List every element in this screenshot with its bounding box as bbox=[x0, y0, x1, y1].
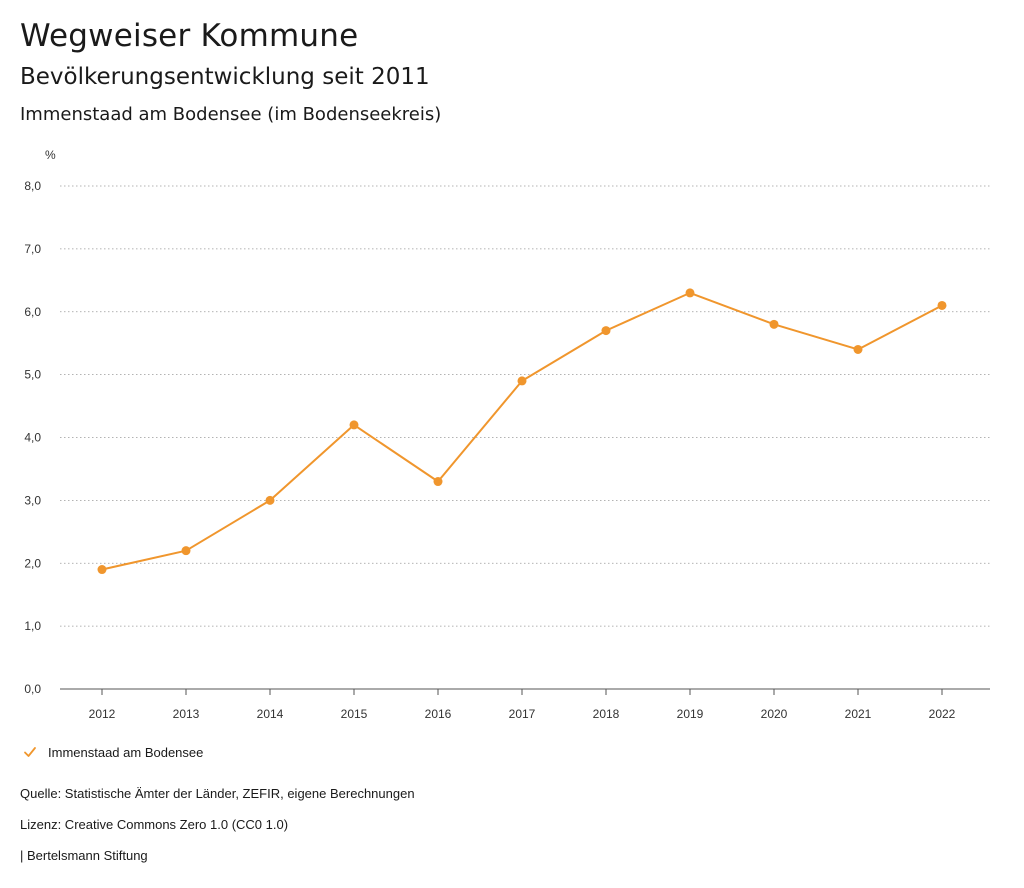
data-point bbox=[769, 319, 779, 329]
y-tick-label: 4,0 bbox=[24, 431, 41, 445]
data-point bbox=[181, 546, 191, 556]
chart-subtitle: Bevölkerungsentwicklung seit 2011 bbox=[20, 64, 430, 90]
y-axis-unit-label: % bbox=[45, 148, 56, 162]
y-tick-label: 5,0 bbox=[24, 368, 41, 382]
y-tick-label: 0,0 bbox=[24, 682, 41, 696]
y-tick-label: 6,0 bbox=[24, 305, 41, 319]
line-chart: % 0,0 1,0 2,0 3,0 4,0 5,0 6,0 7,0 8,0 2012 2013 20… bbox=[24, 148, 990, 721]
x-tick-label: 2014 bbox=[257, 707, 284, 721]
x-tick-label: 2012 bbox=[89, 707, 116, 721]
region-label: Immenstaad am Bodensee (im Bodenseekreis… bbox=[20, 104, 442, 125]
y-tick-label: 3,0 bbox=[24, 493, 41, 507]
license-note: Lizenz: Creative Commons Zero 1.0 (CC0 1… bbox=[20, 817, 289, 832]
x-tick-label: 2018 bbox=[593, 707, 620, 721]
data-point bbox=[853, 344, 863, 354]
x-tick-label: 2022 bbox=[929, 707, 956, 721]
data-point bbox=[349, 420, 359, 430]
x-tick-label: 2017 bbox=[509, 707, 536, 721]
data-point bbox=[601, 326, 611, 336]
y-tick-label: 7,0 bbox=[24, 242, 41, 256]
data-point bbox=[685, 288, 695, 298]
x-tick-label: 2020 bbox=[761, 707, 788, 721]
y-tick-label: 1,0 bbox=[24, 619, 41, 633]
series-line bbox=[101, 291, 943, 571]
organization-credit: | Bertelsmann Stiftung bbox=[20, 848, 148, 863]
x-tick-label: 2015 bbox=[341, 707, 368, 721]
legend[interactable]: Immenstaad am Bodensee bbox=[22, 744, 203, 760]
check-icon bbox=[24, 747, 36, 757]
page-title: Wegweiser Kommune bbox=[20, 18, 359, 54]
x-tick-label: 2013 bbox=[173, 707, 200, 721]
legend-series-label: Immenstaad am Bodensee bbox=[48, 744, 204, 760]
y-tick-label: 2,0 bbox=[24, 556, 41, 570]
data-point bbox=[937, 300, 947, 310]
x-tick-label: 2019 bbox=[677, 707, 704, 721]
x-tick-label: 2021 bbox=[845, 707, 872, 721]
source-note: Quelle: Statistische Ämter der Länder, Z… bbox=[20, 786, 415, 801]
data-point bbox=[517, 376, 527, 386]
y-tick-label: 8,0 bbox=[24, 179, 41, 193]
data-point bbox=[433, 477, 443, 487]
data-point bbox=[97, 565, 107, 575]
data-point bbox=[265, 495, 275, 505]
x-tick-label: 2016 bbox=[425, 707, 452, 721]
